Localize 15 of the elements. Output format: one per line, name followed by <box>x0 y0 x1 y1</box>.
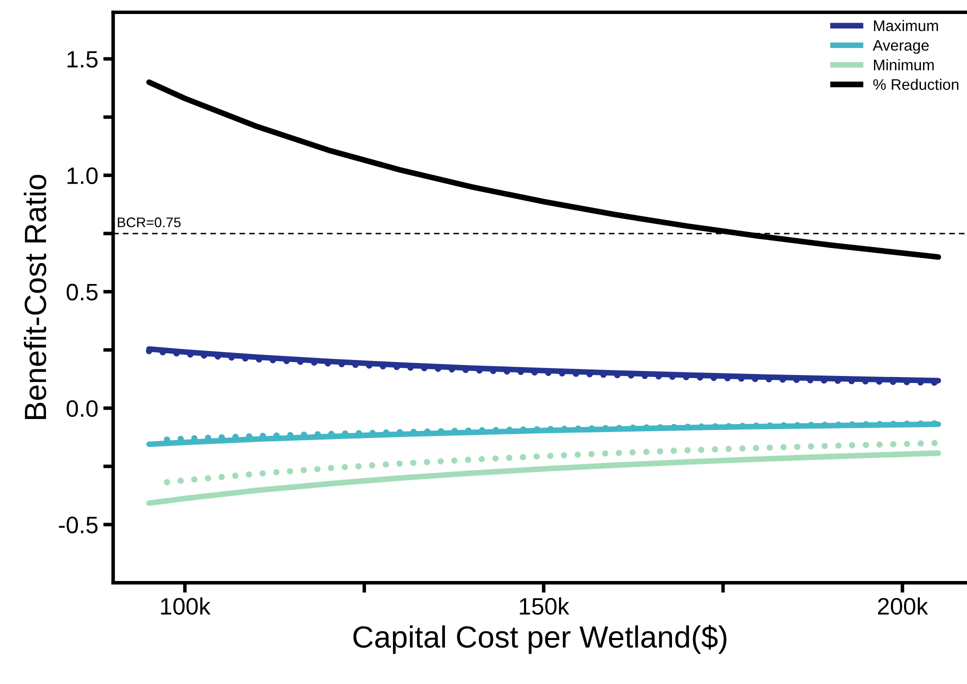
x-tick-label: 150k <box>520 597 570 615</box>
y-tick-label: 0.0 <box>66 400 98 417</box>
legend-label: Maximum <box>874 20 938 32</box>
y-axis-title: Benefit-Cost Ratio <box>24 174 46 420</box>
y-tick-label: 1.5 <box>68 51 98 68</box>
y-tick-label: 0.5 <box>66 284 98 301</box>
legend-label: Minimum <box>874 59 934 70</box>
legend-label: Average <box>872 40 929 54</box>
x-tick-label: 100k <box>161 597 211 615</box>
y-tick-label: -0.5 <box>58 516 98 534</box>
x-axis-title: Capital Cost per Wetland($) <box>353 624 726 654</box>
legend-label: % Reduction <box>873 78 958 90</box>
y-tick-label: 1.0 <box>68 167 98 184</box>
ref-line-label: BCR=0.75 <box>118 217 181 228</box>
x-tick-label: 200k <box>878 597 928 615</box>
